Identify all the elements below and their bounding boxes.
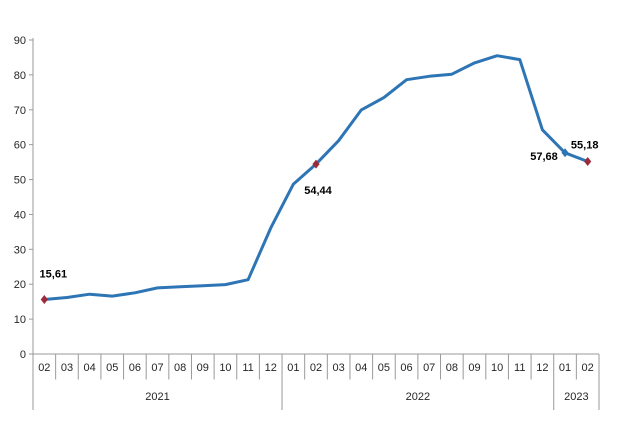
y-tick-label: 20 [14, 279, 26, 291]
month-label: 03 [61, 362, 73, 374]
year-label: 2022 [406, 391, 430, 403]
month-label: 04 [355, 362, 367, 374]
year-label: 2023 [564, 391, 588, 403]
month-label: 12 [265, 362, 277, 374]
y-tick-label: 80 [14, 70, 26, 82]
y-tick-label: 0 [20, 349, 26, 361]
y-tick-label: 50 [14, 175, 26, 187]
month-label: 12 [536, 362, 548, 374]
month-label: 08 [174, 362, 186, 374]
month-label: 09 [468, 362, 480, 374]
month-label: 07 [151, 362, 163, 374]
y-tick-label: 60 [14, 140, 26, 152]
month-label: 05 [378, 362, 390, 374]
month-label: 11 [242, 362, 253, 374]
data-point-label: 15,61 [40, 269, 68, 281]
y-tick-label: 90 [14, 35, 26, 47]
month-label: 03 [333, 362, 345, 374]
month-label: 08 [446, 362, 458, 374]
month-label: 04 [83, 362, 95, 374]
year-label: 2021 [145, 391, 169, 403]
y-tick-label: 40 [14, 209, 26, 221]
month-label: 10 [219, 362, 231, 374]
y-tick-label: 70 [14, 105, 26, 117]
data-point-marker [40, 295, 48, 305]
month-label: 10 [491, 362, 503, 374]
month-label: 09 [197, 362, 209, 374]
data-point-marker [584, 156, 592, 166]
y-tick-label: 10 [14, 314, 26, 326]
month-label: 06 [400, 362, 412, 374]
month-label: 06 [129, 362, 141, 374]
data-point-marker [561, 148, 569, 158]
data-point-label: 55,18 [571, 139, 599, 151]
series-line [42, 54, 590, 301]
month-label: 07 [423, 362, 435, 374]
data-point-label: 54,44 [304, 185, 332, 197]
month-label: 05 [106, 362, 118, 374]
month-label: 02 [38, 362, 50, 374]
month-label: 02 [310, 362, 322, 374]
y-tick-label: 30 [14, 244, 26, 256]
month-label: 11 [514, 362, 525, 374]
data-point-label: 57,68 [530, 151, 558, 163]
month-label: 02 [582, 362, 594, 374]
data-point-marker [312, 159, 320, 169]
month-label: 01 [559, 362, 571, 374]
month-label: 01 [287, 362, 299, 374]
